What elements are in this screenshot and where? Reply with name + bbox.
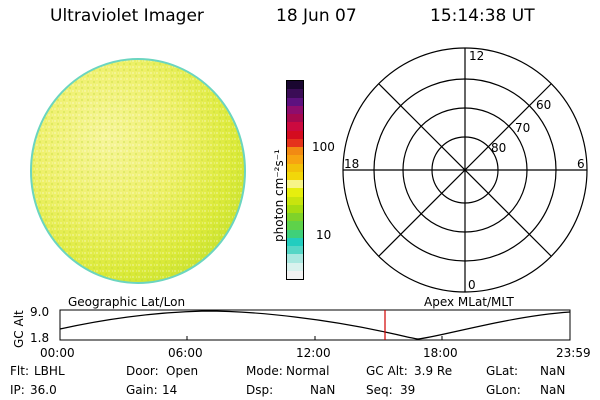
colorbar-segment bbox=[287, 147, 303, 156]
colorbar-segment bbox=[287, 138, 303, 147]
colorbar-segment bbox=[287, 122, 303, 131]
app-title: Ultraviolet Imager bbox=[50, 6, 204, 26]
status-glon-value: NaN bbox=[540, 383, 566, 397]
colorbar-segment bbox=[287, 246, 303, 255]
altplot-xlabel-0600: 06:00 bbox=[168, 346, 203, 360]
status-gain-label: Gain: bbox=[126, 383, 158, 397]
altplot-xlabel-0000: 00:00 bbox=[40, 346, 75, 360]
earth-disk-texture bbox=[32, 60, 244, 282]
colorbar-segment bbox=[287, 114, 303, 123]
colorbar-tick-10: 10 bbox=[316, 228, 332, 242]
mlt-label-6: 6 bbox=[577, 157, 585, 171]
status-dsp-label: Dsp: bbox=[246, 383, 274, 397]
polar-plot: 12 18 6 0 60 70 80 bbox=[342, 47, 588, 293]
colorbar-segment bbox=[287, 196, 303, 205]
geo-coords-label: Geographic Lat/Lon bbox=[68, 295, 186, 309]
altplot-ytick-high: 9.0 bbox=[30, 305, 50, 319]
status-dsp-value: NaN bbox=[310, 383, 336, 397]
time-label: 15:14:38 UT bbox=[430, 6, 535, 26]
colorbar-segment bbox=[287, 155, 303, 164]
status-gcalt-value: 3.9 Re bbox=[414, 364, 453, 378]
apex-coords-label: Apex MLat/MLT bbox=[424, 295, 514, 309]
status-door-value: Open bbox=[166, 364, 199, 378]
status-glat-value: NaN bbox=[540, 364, 566, 378]
colorbar-segment bbox=[287, 180, 303, 189]
mlt-label-12: 12 bbox=[469, 49, 484, 63]
colorbar-segment bbox=[287, 105, 303, 114]
colorbar-segment bbox=[287, 270, 303, 279]
status-ip-value: 36.0 bbox=[30, 383, 57, 397]
colorbar-segment bbox=[287, 213, 303, 222]
colorbar-segment bbox=[287, 262, 303, 271]
status-glon-label: GLon: bbox=[486, 383, 521, 397]
colorbar-segment bbox=[287, 237, 303, 246]
status-mode-value: Normal bbox=[286, 364, 330, 378]
colorbar-segment bbox=[287, 204, 303, 213]
altplot-xlabel-2359: 23:59 bbox=[556, 346, 591, 360]
colorbar-segment bbox=[287, 89, 303, 98]
mlt-label-18: 18 bbox=[344, 157, 359, 171]
orbit-altitude-curve bbox=[59, 310, 571, 340]
status-flt-label: Flt: bbox=[10, 364, 29, 378]
mlt-label-0: 0 bbox=[468, 278, 476, 292]
lat-label-80: 80 bbox=[491, 141, 506, 155]
lat-label-70: 70 bbox=[515, 121, 530, 135]
polar-diagonal-2 bbox=[378, 83, 552, 257]
status-gcalt-label: GC Alt: bbox=[366, 364, 408, 378]
colorbar bbox=[286, 80, 304, 280]
status-flt-value: LBHL bbox=[34, 364, 65, 378]
status-seq-label: Seq: bbox=[366, 383, 393, 397]
colorbar-segment bbox=[287, 254, 303, 263]
colorbar-segment bbox=[287, 171, 303, 180]
colorbar-segment bbox=[287, 97, 303, 106]
colorbar-segment bbox=[287, 229, 303, 238]
status-door-label: Door: bbox=[126, 364, 159, 378]
colorbar-tick-100: 100 bbox=[312, 140, 335, 154]
altplot-ytick-low: 1.8 bbox=[30, 331, 50, 345]
colorbar-segment bbox=[287, 221, 303, 230]
colorbar-segment bbox=[287, 130, 303, 139]
status-seq-value: 39 bbox=[400, 383, 416, 397]
altplot-xlabel-1800: 18:00 bbox=[423, 346, 458, 360]
status-ip-label: IP: bbox=[10, 383, 25, 397]
colorbar-segment bbox=[287, 81, 303, 90]
status-glat-label: GLat: bbox=[486, 364, 519, 378]
lat-label-60: 60 bbox=[536, 98, 551, 112]
status-mode-label: Mode: bbox=[246, 364, 283, 378]
date-label: 18 Jun 07 bbox=[276, 6, 357, 26]
altplot-frame bbox=[59, 309, 571, 341]
colorbar-segment bbox=[287, 188, 303, 197]
altplot-xlabel-1200: 12:00 bbox=[296, 346, 331, 360]
colorbar-segment bbox=[287, 163, 303, 172]
status-gain-value: 14 bbox=[162, 383, 178, 397]
